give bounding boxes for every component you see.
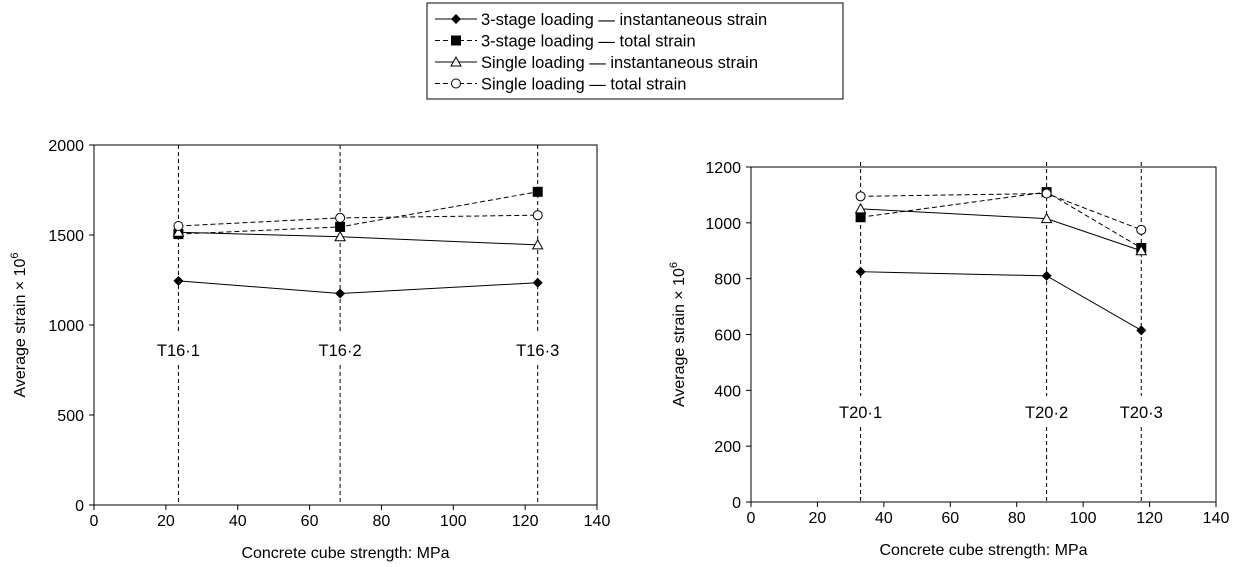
x-tick-label: 140 <box>584 513 611 530</box>
chart-left: 0 20 40 60 80 100 120 140 0 500 1000 1500 2000 Concre… <box>9 138 610 562</box>
y-axis-label: Average strain × 106 <box>9 252 29 397</box>
y-axis-label-exponent: 6 <box>668 262 680 268</box>
series-diamond <box>855 266 1147 336</box>
reference-line-label: T20·1 <box>839 404 882 422</box>
plot-frame <box>93 144 598 506</box>
legend-label: Single loading — instantaneous strain <box>481 54 758 72</box>
data-point-triangle <box>531 238 544 250</box>
x-tick-label: 80 <box>1008 510 1026 527</box>
series-line <box>178 280 538 295</box>
reference-line-label: T16·1 <box>157 342 200 360</box>
x-tick-label: 100 <box>1070 510 1097 527</box>
data-point-diamond <box>1041 270 1052 281</box>
legend-entry: 3-stage loading — instantaneous strain <box>435 11 767 29</box>
x-tick-label: 60 <box>941 510 959 527</box>
data-point-triangle <box>1040 212 1053 224</box>
y-tick-label: 2000 <box>48 138 84 155</box>
y-tick-label: 0 <box>732 495 741 512</box>
y-tick-label: 1000 <box>48 318 84 335</box>
legend-square-marker <box>451 35 461 46</box>
data-point-circle <box>173 221 184 231</box>
y-tick-label: 1500 <box>48 228 84 245</box>
legend: 3-stage loading — instantaneous strain 3-… <box>426 2 844 100</box>
data-point-circle <box>532 210 543 221</box>
x-tick-label: 120 <box>1136 510 1163 527</box>
data-point-circle <box>1136 224 1147 235</box>
data-point-diamond <box>335 288 346 299</box>
x-axis-label: Concrete cube strength: MPa <box>241 545 449 562</box>
y-axis-label-main: Average strain × 10 <box>671 268 688 407</box>
series-line <box>860 191 1142 249</box>
x-tick-label: 0 <box>90 513 99 530</box>
series-square <box>173 186 543 240</box>
series-triangle <box>854 202 1148 256</box>
y-axis-label-main: Average strain × 10 <box>12 259 29 398</box>
reference-line-label: T16·3 <box>516 342 559 360</box>
data-point-triangle <box>172 226 185 237</box>
legend-diamond-marker <box>451 14 461 24</box>
x-axis-label: Concrete cube strength: MPa <box>879 542 1087 559</box>
y-tick-label: 1000 <box>705 216 741 233</box>
y-tick-label: 0 <box>75 498 84 515</box>
data-point-circle <box>1041 188 1052 199</box>
data-point-square <box>855 212 866 223</box>
series-circle <box>855 188 1147 235</box>
y-axis-label-exponent: 6 <box>9 252 21 258</box>
legend-entry: Single loading — total strain <box>435 76 686 94</box>
y-tick-label: 200 <box>714 439 741 456</box>
series-line <box>178 191 538 235</box>
x-tick-label: 20 <box>157 513 175 530</box>
y-axis-label: Average strain × 106 <box>668 262 688 407</box>
x-tick-label: 20 <box>809 510 827 527</box>
legend-circle-marker <box>451 78 461 89</box>
series-diamond <box>173 275 543 299</box>
series-square <box>855 187 1147 253</box>
x-tick-label: 40 <box>229 513 247 530</box>
legend-entry: 3-stage loading — total strain <box>435 33 696 51</box>
data-point-triangle <box>334 230 346 242</box>
series-line <box>860 271 1142 331</box>
data-point-diamond <box>855 266 866 277</box>
data-point-diamond <box>1136 325 1147 336</box>
chart-right: 0 20 40 60 80 100 120 140 0 200 400 600 800 1000 1200 C… <box>668 160 1229 559</box>
y-tick-label: 600 <box>714 328 741 345</box>
data-point-triangle <box>1135 244 1148 256</box>
data-point-diamond <box>173 275 184 286</box>
x-tick-label: 60 <box>301 513 319 530</box>
series-circle <box>173 210 543 231</box>
reference-line-label: T20·2 <box>1025 404 1068 422</box>
data-point-circle <box>855 191 866 202</box>
y-tick-label: 500 <box>57 408 84 425</box>
legend-label: Single loading — total strain <box>481 76 686 94</box>
x-tick-label: 100 <box>440 513 467 530</box>
x-tick-label: 120 <box>512 513 539 530</box>
series-line <box>178 214 538 227</box>
plot-frame <box>750 166 1217 503</box>
series-line <box>860 208 1142 252</box>
data-point-square <box>532 186 543 197</box>
series-triangle <box>172 226 544 250</box>
legend-label: 3-stage loading — total strain <box>481 33 696 51</box>
reference-line-label: T20·3 <box>1120 404 1163 422</box>
reference-line-label: T16·2 <box>319 342 362 360</box>
data-point-circle <box>335 212 346 223</box>
x-tick-label: 40 <box>875 510 893 527</box>
x-tick-label: 0 <box>747 510 756 527</box>
y-tick-label: 1200 <box>705 160 741 177</box>
data-point-diamond <box>532 277 543 288</box>
legend-label: 3-stage loading — instantaneous strain <box>481 11 767 29</box>
data-point-square <box>335 221 346 232</box>
x-tick-label: 80 <box>373 513 391 530</box>
series-line <box>178 231 538 246</box>
legend-box <box>426 2 844 100</box>
data-point-triangle <box>854 202 867 214</box>
y-tick-label: 800 <box>714 272 741 289</box>
x-tick-label: 140 <box>1203 510 1230 527</box>
y-tick-label: 400 <box>714 383 741 400</box>
legend-entry: Single loading — instantaneous strain <box>435 54 758 72</box>
legend-triangle-marker <box>450 55 462 67</box>
